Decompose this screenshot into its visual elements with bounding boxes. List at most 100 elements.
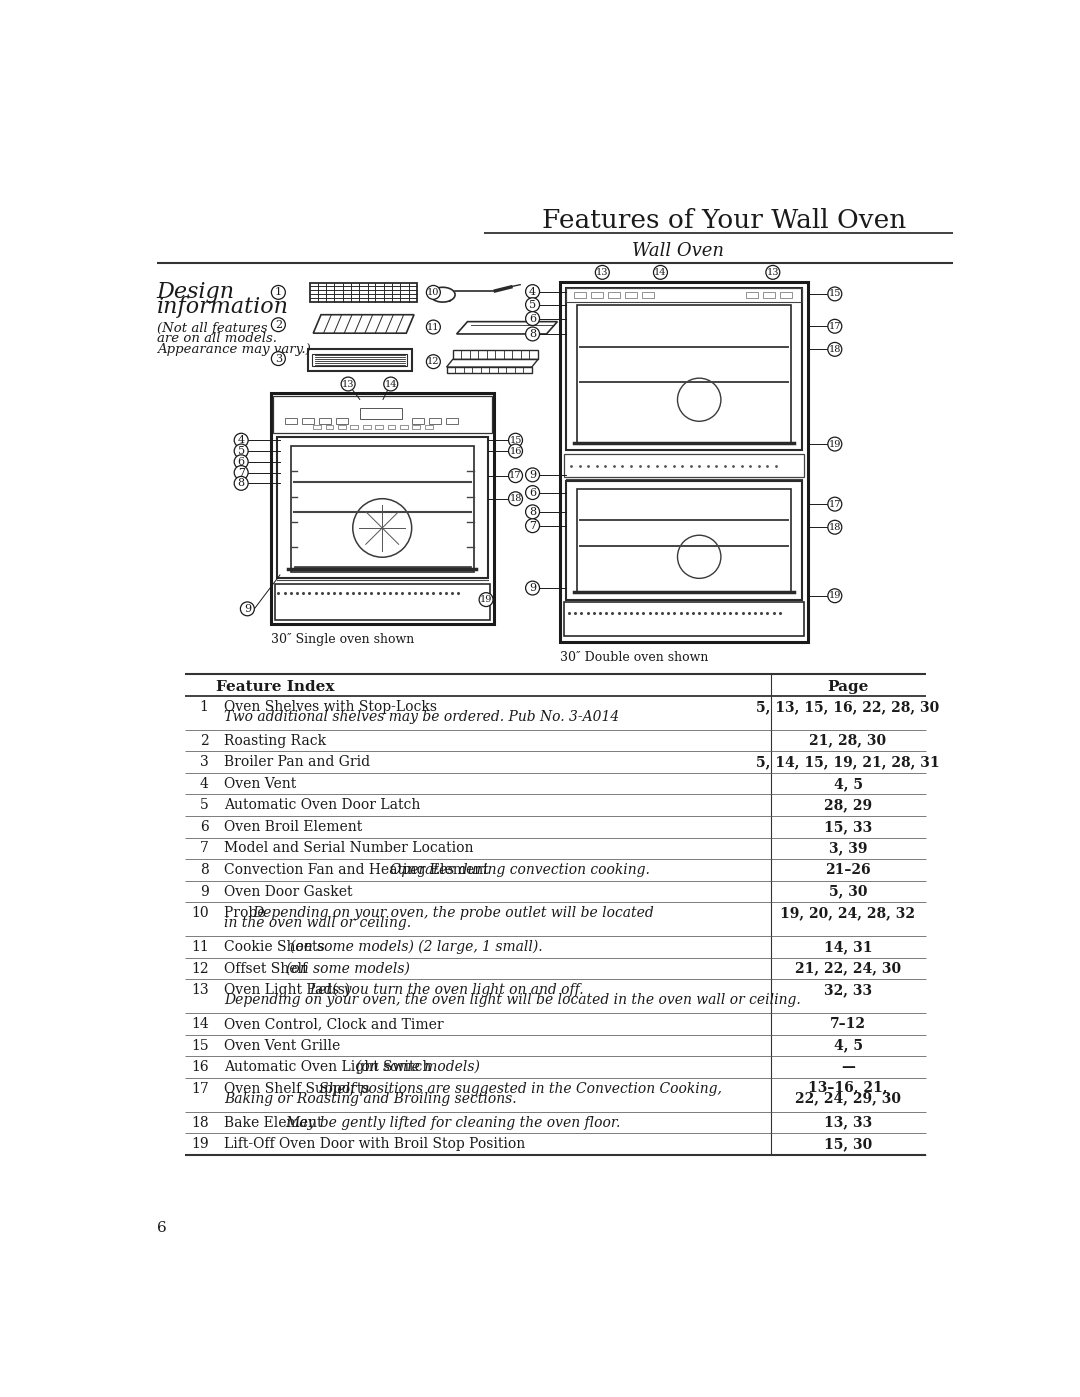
Text: 17: 17 xyxy=(510,471,522,481)
Text: 30″ Double oven shown: 30″ Double oven shown xyxy=(559,651,708,664)
Bar xyxy=(319,418,332,425)
Circle shape xyxy=(383,377,397,391)
Text: 12: 12 xyxy=(427,358,440,366)
Text: (on some models): (on some models) xyxy=(356,1060,481,1074)
Text: (on some models) (2 large, 1 small).: (on some models) (2 large, 1 small). xyxy=(291,940,543,954)
Text: Oven Shelves with Stop-Locks: Oven Shelves with Stop-Locks xyxy=(225,700,437,714)
Circle shape xyxy=(427,285,441,299)
Bar xyxy=(424,425,433,429)
Text: 19: 19 xyxy=(828,591,841,601)
Text: 4: 4 xyxy=(238,436,245,446)
Text: Oven Vent Grille: Oven Vent Grille xyxy=(225,1038,340,1052)
Text: 21–26: 21–26 xyxy=(825,863,870,877)
Bar xyxy=(301,418,314,425)
Bar xyxy=(745,292,758,298)
Text: 4, 5: 4, 5 xyxy=(834,1038,863,1052)
Text: Design: Design xyxy=(157,281,234,303)
Text: 7: 7 xyxy=(238,468,245,478)
Circle shape xyxy=(271,317,285,331)
Circle shape xyxy=(526,298,540,312)
Bar xyxy=(780,292,793,298)
Bar xyxy=(284,418,297,425)
Circle shape xyxy=(509,433,523,447)
Text: 3: 3 xyxy=(274,353,282,363)
Circle shape xyxy=(427,355,441,369)
Text: 30″ Single oven shown: 30″ Single oven shown xyxy=(271,633,414,647)
Text: 8: 8 xyxy=(238,478,245,489)
Text: Baking or Roasting and Broiling sections.: Baking or Roasting and Broiling sections… xyxy=(225,1091,516,1105)
Text: 13–16, 21,: 13–16, 21, xyxy=(808,1080,888,1094)
Text: 14: 14 xyxy=(654,268,666,277)
Circle shape xyxy=(234,433,248,447)
Circle shape xyxy=(526,581,540,595)
Text: 1: 1 xyxy=(200,700,208,714)
Circle shape xyxy=(241,602,255,616)
Text: 1: 1 xyxy=(274,288,282,298)
Bar xyxy=(313,425,321,429)
Text: 32, 33: 32, 33 xyxy=(824,983,872,997)
Text: 18: 18 xyxy=(828,345,841,353)
Text: 5: 5 xyxy=(529,300,536,310)
Text: 9: 9 xyxy=(200,884,208,898)
Text: (on some models): (on some models) xyxy=(285,961,409,975)
Text: 7: 7 xyxy=(200,841,208,855)
Bar xyxy=(338,425,346,429)
Text: 6: 6 xyxy=(238,457,245,467)
Circle shape xyxy=(480,592,494,606)
Text: Broiler Pan and Grid: Broiler Pan and Grid xyxy=(225,756,370,770)
Text: 4: 4 xyxy=(200,777,208,791)
Circle shape xyxy=(828,320,841,334)
Text: May be gently lifted for cleaning the oven floor.: May be gently lifted for cleaning the ov… xyxy=(285,1116,621,1130)
Circle shape xyxy=(526,518,540,532)
Text: 4, 5: 4, 5 xyxy=(834,777,863,791)
Bar xyxy=(642,292,654,298)
Text: 11: 11 xyxy=(191,940,208,954)
Circle shape xyxy=(828,437,841,451)
Bar xyxy=(326,425,334,429)
Text: 17: 17 xyxy=(828,321,841,331)
Text: 19, 20, 24, 28, 32: 19, 20, 24, 28, 32 xyxy=(781,907,916,921)
Bar xyxy=(360,408,403,419)
Text: 19: 19 xyxy=(480,595,492,604)
Text: 10: 10 xyxy=(428,288,440,298)
Text: 15, 30: 15, 30 xyxy=(824,1137,873,1151)
Text: 14: 14 xyxy=(384,380,397,388)
Text: Offset Shelf: Offset Shelf xyxy=(225,961,312,975)
Text: in the oven wall or ceiling.: in the oven wall or ceiling. xyxy=(225,916,411,930)
Circle shape xyxy=(234,465,248,479)
Circle shape xyxy=(509,469,523,482)
Text: 15, 33: 15, 33 xyxy=(824,820,873,834)
Bar xyxy=(336,418,348,425)
Text: Bake Element: Bake Element xyxy=(225,1116,327,1130)
Circle shape xyxy=(526,285,540,299)
Circle shape xyxy=(526,486,540,500)
Text: 9: 9 xyxy=(529,583,536,594)
Text: Lift-Off Oven Door with Broil Stop Position: Lift-Off Oven Door with Broil Stop Posit… xyxy=(225,1137,525,1151)
Text: 5, 30: 5, 30 xyxy=(828,884,867,898)
Text: 8: 8 xyxy=(529,328,536,339)
Text: 13: 13 xyxy=(342,380,354,388)
Circle shape xyxy=(828,588,841,602)
Bar xyxy=(573,292,586,298)
Text: Depending on your oven, the oven light will be located in the oven wall or ceili: Depending on your oven, the oven light w… xyxy=(225,993,801,1007)
Text: Automatic Oven Door Latch: Automatic Oven Door Latch xyxy=(225,798,420,812)
Circle shape xyxy=(828,520,841,534)
Text: Model and Serial Number Location: Model and Serial Number Location xyxy=(225,841,474,855)
Text: 7–12: 7–12 xyxy=(831,1017,866,1031)
Text: Oven Door Gasket: Oven Door Gasket xyxy=(225,884,353,898)
Bar xyxy=(388,425,395,429)
Text: 2: 2 xyxy=(200,733,208,747)
Text: 16: 16 xyxy=(510,447,522,455)
Text: 8: 8 xyxy=(200,863,208,877)
Text: 6: 6 xyxy=(157,1221,166,1235)
Circle shape xyxy=(526,504,540,518)
Text: 21, 22, 24, 30: 21, 22, 24, 30 xyxy=(795,961,901,975)
Text: 3: 3 xyxy=(200,756,208,770)
Text: 13: 13 xyxy=(191,983,208,997)
Text: Oven Shelf Supports: Oven Shelf Supports xyxy=(225,1081,374,1095)
Text: 3, 39: 3, 39 xyxy=(828,841,867,855)
Text: Features of Your Wall Oven: Features of Your Wall Oven xyxy=(542,208,906,233)
Text: 5: 5 xyxy=(238,446,245,455)
Circle shape xyxy=(271,285,285,299)
Circle shape xyxy=(828,286,841,300)
